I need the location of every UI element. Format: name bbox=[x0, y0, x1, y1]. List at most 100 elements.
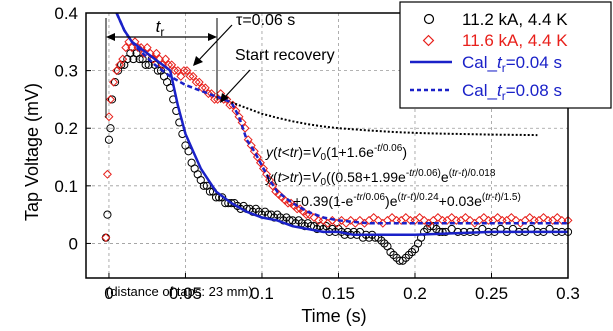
data-point-diamond bbox=[268, 181, 278, 191]
tr-label: tr bbox=[156, 17, 165, 39]
data-point-diamond bbox=[292, 204, 302, 214]
data-point-diamond bbox=[151, 48, 161, 58]
data-point-diamond bbox=[191, 77, 201, 87]
tau-arrow bbox=[196, 24, 233, 63]
data-point-diamond bbox=[493, 213, 503, 223]
data-point-diamond bbox=[479, 213, 489, 223]
data-point-diamond bbox=[258, 164, 269, 174]
data-point-circle bbox=[199, 181, 208, 190]
data-point-circle bbox=[135, 54, 144, 64]
equation-1: y(t<tr)=V0(1+1.6e-t/0.06) bbox=[265, 143, 407, 163]
data-point-diamond bbox=[231, 106, 241, 116]
data-point-circle bbox=[205, 187, 215, 196]
tr-arrowhead-left bbox=[106, 33, 115, 41]
tau-label: τ=0.06 s bbox=[236, 12, 295, 29]
data-point-diamond bbox=[249, 146, 259, 156]
data-point-diamond bbox=[337, 215, 347, 225]
data-point-diamond bbox=[127, 43, 137, 53]
x-tick-label: 0.25 bbox=[475, 284, 508, 303]
data-point-diamond bbox=[105, 94, 115, 104]
series-line-solid bbox=[115, 12, 568, 237]
data-point-diamond bbox=[142, 43, 152, 53]
data-point-diamond bbox=[346, 215, 356, 225]
data-point-diamond bbox=[115, 60, 125, 70]
data-point-diamond bbox=[109, 77, 119, 87]
y-tick-label: 0 bbox=[69, 234, 78, 253]
legend-label-series-2: 11.6 kA, 4.4 K bbox=[462, 31, 568, 50]
data-point-diamond bbox=[460, 213, 470, 223]
y-axis-label: Tap Voltage (mV) bbox=[22, 83, 42, 221]
data-point-diamond bbox=[255, 158, 265, 168]
data-point-diamond bbox=[161, 54, 171, 64]
y-tick-label: 0.4 bbox=[54, 4, 78, 23]
legend-box bbox=[399, 1, 612, 109]
distance-note: (distance of taps: 23 mm) bbox=[106, 284, 253, 299]
plot-frame bbox=[85, 12, 569, 279]
legend-marker-circle bbox=[423, 13, 435, 25]
legend-label-series-3: Cal_tr=0.04 s bbox=[462, 53, 562, 75]
legend-marker-diamond bbox=[422, 34, 435, 47]
data-point-circle bbox=[438, 227, 447, 237]
recovery-arrowhead bbox=[220, 93, 229, 103]
data-point-diamond bbox=[401, 213, 411, 223]
data-point-diamond bbox=[118, 54, 128, 64]
data-point-diamond bbox=[539, 213, 549, 223]
data-point-diamond bbox=[148, 54, 158, 64]
data-point-circle bbox=[435, 227, 444, 237]
data-point-diamond bbox=[179, 66, 189, 76]
data-point-diamond bbox=[265, 175, 275, 185]
data-point-circle bbox=[211, 193, 221, 202]
data-point-diamond bbox=[369, 213, 379, 223]
data-point-circle bbox=[404, 250, 413, 260]
x-axis-label: Time (s) bbox=[301, 306, 366, 326]
legend-label-series-4: Cal_tr=0.08 s bbox=[462, 81, 562, 103]
data-point-diamond bbox=[121, 43, 131, 53]
data-point-diamond bbox=[387, 213, 397, 223]
data-point-diamond bbox=[133, 43, 143, 53]
data-point-diamond bbox=[185, 71, 195, 81]
data-point-diamond bbox=[170, 66, 180, 76]
y-tick-label: 0.1 bbox=[54, 177, 78, 196]
data-point-circle bbox=[386, 247, 395, 257]
data-point-diamond bbox=[447, 213, 457, 223]
y-tick-label: 0.3 bbox=[54, 62, 78, 81]
tick-labels: 0 0.05 0.1 0.15 0.2 0.25 0.3 0 0.1 0.2 0.3 0.4 bbox=[54, 4, 579, 303]
data-point-diamond bbox=[525, 213, 535, 223]
data-point-diamond bbox=[506, 213, 516, 223]
x-tick-label: 0.15 bbox=[322, 284, 355, 303]
data-point-circle bbox=[407, 247, 417, 257]
recovery-arrow bbox=[223, 69, 251, 99]
data-point-diamond bbox=[176, 71, 186, 81]
data-point-diamond bbox=[252, 152, 262, 162]
equation-2a: y(t>tr)=V0((0.58+1.99e-tr/0.06)e(tr-t)/0… bbox=[265, 168, 496, 188]
x-tick-label: 0.05 bbox=[169, 284, 202, 303]
data-point-diamond bbox=[262, 169, 272, 179]
data-point-diamond bbox=[419, 215, 429, 225]
x-tick-label: 0.2 bbox=[403, 284, 427, 303]
legend-label-series-1: 11.2 kA, 4.4 K bbox=[462, 10, 568, 29]
tau-arrowhead bbox=[193, 56, 203, 66]
data-point-diamond bbox=[206, 89, 216, 99]
data-point-circle bbox=[110, 78, 120, 87]
data-point-circle bbox=[389, 250, 398, 260]
data-point-circle bbox=[107, 95, 117, 104]
start-recovery-label: Start recovery bbox=[235, 47, 335, 64]
data-point-circle bbox=[401, 253, 410, 262]
y-tick-label: 0.2 bbox=[54, 119, 78, 138]
data-point-diamond bbox=[415, 213, 425, 223]
data-point-diamond bbox=[167, 60, 177, 70]
data-point-diamond bbox=[304, 210, 314, 220]
x-tick-label: 0.3 bbox=[556, 284, 580, 303]
annotations: tr τ=0.06 s Start recovery (distance of … bbox=[105, 12, 521, 299]
data-point-circle bbox=[103, 210, 112, 219]
data-point-circle bbox=[141, 60, 150, 69]
tr-arrowhead-right bbox=[208, 33, 217, 41]
data-point-diamond bbox=[173, 66, 183, 76]
data-point-circle bbox=[101, 233, 110, 242]
x-tick-label: 0 bbox=[104, 284, 113, 303]
series-line-dotted bbox=[231, 101, 538, 137]
data-point-diamond bbox=[112, 66, 122, 76]
data-point-diamond bbox=[182, 66, 192, 76]
series-line-dashed bbox=[115, 12, 568, 225]
